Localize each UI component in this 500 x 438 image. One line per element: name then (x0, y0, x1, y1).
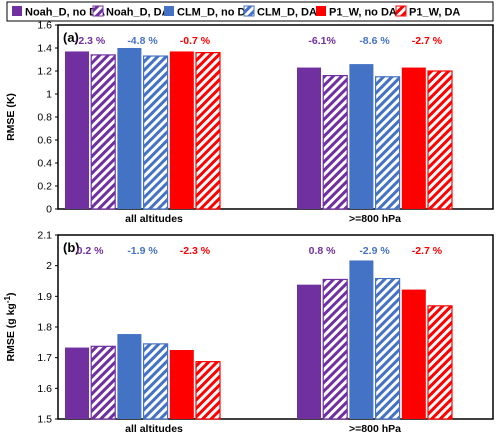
legend-label-p1-w-da: P1_W, DA (409, 7, 460, 19)
panel-b-ytick-label: 1.8 (37, 322, 52, 334)
panel-b-annotation: -2.9 % (359, 245, 390, 257)
panel-a-annotation: -2.3 % (75, 35, 106, 47)
panel-b-yticks: 1.5 1.6 1.7 1.8 1.9 2 2.1 (37, 230, 58, 426)
panel-a-bar-p1-w-da-2 (427, 70, 453, 210)
panel-b-ylabel-sup: -1 (3, 295, 12, 303)
legend-swatch-p1-w-da (395, 5, 407, 17)
panel-b: (b) 1.5 1.6 1.7 1.8 1.9 2 2.1 0.2 % -1.9 % -2.3 … (3, 230, 494, 435)
panel-a-bar-clm-d-no-da-1 (117, 48, 142, 209)
panel-b-ytick-label: 2 (46, 260, 52, 272)
panel-b-bar-noah-d-da-1 (90, 345, 116, 420)
panel-b-annotation: 0.2 % (77, 245, 105, 257)
panel-a-annotation: -8.6 % (359, 35, 390, 47)
panel-b-bar-p1-w-da-1 (195, 361, 221, 420)
panel-b-ytick-label: 1.6 (37, 383, 52, 395)
panel-b-bar-p1-w-no-da-1 (169, 350, 194, 419)
panel-b-ytick-label: 1.5 (37, 414, 52, 426)
legend-swatch-clm-d-no-da (164, 6, 174, 16)
panel-a-ytick-label: 1.4 (37, 43, 52, 55)
panel-b-annotation: 0.8 % (309, 245, 337, 257)
panel-b-ylabel: RMSE (g kg-1) (3, 293, 17, 362)
legend-label-p1-w-no-da: P1_W, no DA (329, 7, 397, 19)
panel-b-ytick-label: 1.9 (37, 291, 52, 303)
legend-swatch-p1-w-no-da (316, 6, 326, 16)
legend: Noah_D, no DA Noah_D, DA CLM_D, no DA CLM_D… (6, 1, 494, 22)
panel-b-bar-p1-w-da-2 (427, 305, 453, 420)
panel-a-category-1: all altitudes (125, 213, 183, 225)
panel-b-bar-p1-w-no-da-2 (401, 289, 426, 419)
panel-a-annotation: -0.7 % (180, 35, 211, 47)
panel-a-bar-clm-d-da-2 (375, 76, 401, 210)
panel-a-bar-clm-d-da-1 (143, 55, 169, 210)
panel-a-bar-noah-d-da-1 (90, 54, 116, 210)
legend-label-noah-d-no-da: Noah_D, no DA (25, 7, 105, 19)
panel-a-yticks: 0 0.2 0.4 0.6 0.8 1 1.2 1.4 1.6 (37, 20, 58, 216)
panel-a-ytick-label: 1.2 (37, 66, 52, 78)
panel-b-bar-clm-d-no-da-2 (349, 260, 374, 419)
panel-a-annotation: -2.7 % (412, 35, 443, 47)
panel-b-bar-clm-d-da-1 (143, 343, 169, 420)
panel-b-ytick-label: 1.7 (37, 352, 52, 364)
panel-b-bars (65, 260, 453, 420)
panel-a-ytick-label: 0 (46, 204, 52, 216)
panel-a-category-2: >=800 hPa (349, 213, 401, 225)
panel-b-category-2: >=800 hPa (349, 423, 401, 435)
panel-b-annotations: 0.2 % -1.9 % -2.3 % 0.8 % -2.9 % -2.7 % (77, 245, 443, 257)
panel-a-bar-noah-d-da-2 (322, 74, 348, 210)
panel-a-ytick-label: 0.8 (37, 112, 52, 124)
panel-a-bars (65, 48, 453, 210)
panel-a-ytick-label: 1.6 (37, 20, 52, 32)
panel-a-bar-p1-w-no-da-2 (401, 67, 426, 209)
panel-b-bar-noah-d-no-da-1 (65, 347, 89, 419)
panel-b-annotation: -1.9 % (127, 245, 158, 257)
panel-b-annotation: -2.3 % (180, 245, 211, 257)
panel-a-annotation: -6.1% (308, 35, 336, 47)
panel-a-ytick-label: 1 (46, 89, 52, 101)
panel-a-annotation: -4.8 % (127, 35, 158, 47)
legend-swatch-clm-d-da (243, 5, 255, 17)
panel-a-bar-p1-w-da-1 (195, 51, 221, 210)
panel-b-bar-clm-d-no-da-1 (117, 334, 142, 419)
legend-label-clm-d-no-da: CLM_D, no DA (177, 7, 253, 19)
panel-a-bar-p1-w-no-da-1 (169, 51, 194, 210)
panel-a-ylabel: RMSE (K) (5, 93, 17, 141)
panel-b-ytick-label: 2.1 (37, 230, 52, 242)
panel-a-annotations: -2.3 % -4.8 % -0.7 % -6.1% -8.6 % -2.7 % (75, 35, 443, 47)
panel-a-bar-clm-d-no-da-2 (349, 64, 374, 209)
panel-b-annotation: -2.7 % (412, 245, 443, 257)
panel-a-ytick-label: 0.4 (37, 158, 52, 170)
legend-swatch-noah-d-no-da (12, 6, 22, 16)
panel-a-label: (a) (63, 30, 79, 45)
panel-a-ytick-label: 0.6 (37, 135, 52, 147)
panel-b-label: (b) (63, 240, 80, 255)
panel-a-ytick-label: 0.2 (37, 181, 52, 193)
legend-swatch-noah-d-da (92, 5, 104, 17)
panel-b-category-1: all altitudes (125, 423, 183, 435)
panel-a: (a) 0 0.2 0.4 0.6 0.8 1 1.2 1.4 1.6 -2.3 % -4.8 %… (5, 20, 494, 225)
panel-b-bar-noah-d-da-2 (322, 278, 348, 420)
panel-b-bar-clm-d-da-2 (375, 277, 401, 420)
panel-a-bar-noah-d-no-da-1 (65, 51, 89, 210)
legend-label-noah-d-da: Noah_D, DA (106, 7, 170, 19)
panel-b-bar-noah-d-no-da-2 (297, 284, 321, 419)
panel-b-ylabel-main: RMSE (g kg (5, 303, 17, 361)
panel-a-bar-noah-d-no-da-2 (297, 67, 321, 209)
panel-b-ylabel-end: ) (5, 293, 17, 297)
legend-label-clm-d-da: CLM_D, DA (257, 7, 317, 19)
